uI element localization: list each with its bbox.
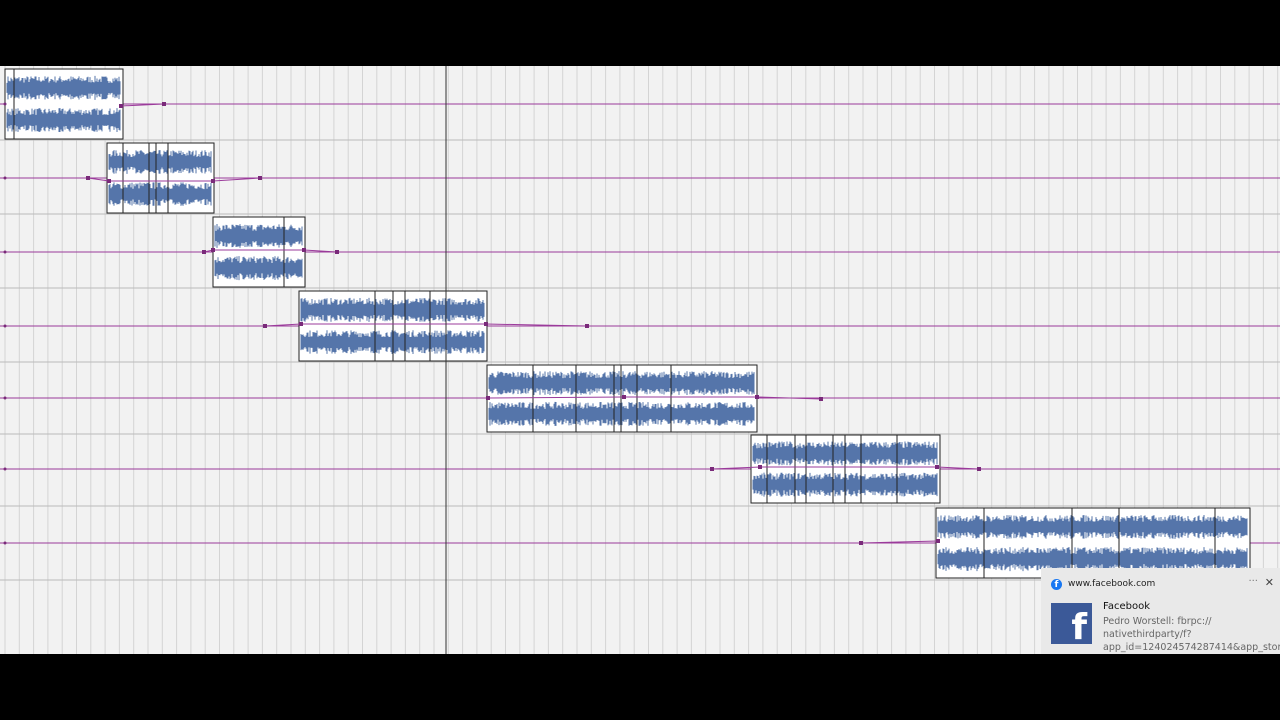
app-icon: f	[1051, 603, 1092, 644]
bottom-bar	[0, 654, 1280, 720]
waveform	[752, 472, 938, 497]
notification[interactable]: f www.facebook.com ··· ✕ f Facebook Pedr…	[1041, 568, 1280, 654]
envelope-point	[107, 179, 111, 183]
waveform	[108, 182, 212, 206]
more-button[interactable]: ···	[1248, 576, 1258, 587]
waveform	[108, 149, 212, 174]
body-line: nativethirdparty/f?	[1103, 629, 1192, 640]
envelope-start	[3, 467, 7, 471]
envelope-start	[3, 396, 7, 400]
site-icon: f	[1051, 579, 1062, 590]
body-line: app_id=124024574287414&app_store	[1103, 642, 1280, 653]
waveform	[300, 297, 485, 322]
envelope-start	[3, 541, 7, 545]
envelope-segment	[487, 396, 822, 400]
envelope-segment	[120, 103, 165, 107]
envelope-segment	[711, 466, 980, 470]
envelope-start	[3, 176, 7, 180]
envelope-point	[977, 467, 981, 471]
envelope-point	[335, 250, 339, 254]
audio-clip	[3, 142, 262, 214]
envelope-point	[935, 465, 939, 469]
body-line: Pedro Worstell: fbrpc://	[1103, 616, 1212, 627]
waveform	[752, 441, 938, 466]
waveform	[6, 108, 121, 133]
envelope-point	[484, 322, 488, 326]
envelope-segment	[203, 249, 338, 253]
envelope-segment	[264, 323, 588, 327]
envelope-point	[86, 176, 90, 180]
envelope-start	[3, 324, 7, 328]
waveform	[6, 75, 121, 100]
envelope-point	[819, 397, 823, 401]
waveform	[488, 401, 755, 426]
envelope-point	[585, 324, 589, 328]
audio-clip	[3, 290, 589, 362]
envelope-segment	[860, 540, 939, 544]
envelope-start	[3, 250, 7, 254]
envelope-point	[162, 102, 166, 106]
envelope-start	[3, 102, 7, 106]
waveform	[488, 371, 755, 396]
envelope-point	[622, 395, 626, 399]
envelope-point	[302, 248, 306, 252]
envelope-point	[710, 467, 714, 471]
audio-clip	[3, 507, 1251, 579]
envelope-point	[211, 248, 215, 252]
waveform	[214, 256, 303, 281]
envelope-point	[202, 250, 206, 254]
envelope-point	[299, 322, 303, 326]
envelope-point	[859, 541, 863, 545]
audio-clip	[3, 216, 339, 288]
audio-clip	[3, 434, 981, 504]
envelope-point	[486, 396, 490, 400]
top-bar	[0, 0, 1280, 66]
envelope-point	[758, 465, 762, 469]
waveform	[937, 514, 1248, 539]
grid	[0, 66, 1280, 654]
tracks	[0, 68, 1280, 579]
envelope-point	[119, 104, 123, 108]
notification-body: Pedro Worstell: fbrpc:// nativethirdpart…	[1103, 615, 1280, 654]
envelope-point	[936, 539, 940, 543]
envelope-point	[263, 324, 267, 328]
waveform	[214, 223, 303, 248]
envelope-point	[258, 176, 262, 180]
waveform	[300, 330, 485, 354]
envelope-segment	[87, 177, 261, 182]
notification-title: Facebook	[1103, 601, 1150, 612]
close-button[interactable]: ✕	[1264, 576, 1274, 589]
envelope-point	[211, 179, 215, 183]
audio-clip	[3, 68, 166, 140]
envelope-point	[755, 395, 759, 399]
waveform	[937, 547, 1248, 572]
notification-source: www.facebook.com	[1068, 579, 1156, 589]
audio-clip	[3, 364, 823, 433]
